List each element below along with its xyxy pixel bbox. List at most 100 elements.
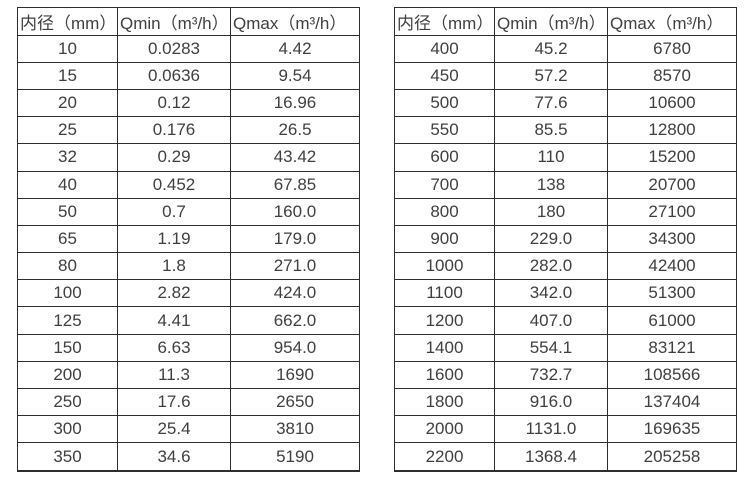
table-cell: 42400 — [607, 252, 737, 281]
table-row: 550 85.5 12800 — [394, 116, 737, 145]
table-row: 350 34.6 5190 — [17, 442, 360, 472]
table-row: 80 1.8 271.0 — [17, 252, 360, 281]
table-cell: 282.0 — [494, 252, 608, 281]
table-row: 400 45.2 6780 — [394, 34, 737, 63]
table-cell: 10600 — [607, 88, 737, 118]
table-cell: 125 — [17, 306, 118, 335]
table-cell: 0.29 — [117, 143, 231, 172]
table-row: 600 110 15200 — [394, 143, 737, 172]
table-cell: 1131.0 — [494, 415, 608, 444]
table-cell: 350 — [17, 442, 118, 472]
table-row: 450 57.2 8570 — [394, 61, 737, 90]
table-cell: 0.452 — [117, 170, 231, 199]
table-row: 25 0.176 26.5 — [17, 116, 360, 145]
table-cell: 50 — [17, 197, 118, 226]
table-cell: 169635 — [607, 415, 737, 444]
table-cell: 1400 — [394, 333, 495, 362]
table-cell: 100 — [17, 279, 118, 308]
table-cell: 600 — [394, 143, 495, 172]
table-cell: 500 — [394, 88, 495, 118]
table-cell: 179.0 — [230, 224, 360, 254]
table-cell: 9.54 — [230, 61, 360, 90]
table-row: 65 1.19 179.0 — [17, 224, 360, 254]
table-cell: 11.3 — [117, 360, 231, 390]
table-row: 32 0.29 43.42 — [17, 143, 360, 172]
table-cell: 34.6 — [117, 442, 231, 472]
table-cell: 80 — [17, 252, 118, 281]
flow-table-large-diameters: 内径（mm） Qmin（m³/h） Qmax（m³/h） 400 45.2 6780 450… — [394, 7, 737, 472]
column-header-diameter: 内径（mm） — [394, 7, 495, 36]
table-cell: 2000 — [394, 415, 495, 444]
flow-tables-container: 内径（mm） Qmin（m³/h） Qmax（m³/h） 10 0.0283 4.42 15… — [17, 7, 737, 472]
table-row: 20 0.12 16.96 — [17, 88, 360, 118]
table-cell: 51300 — [607, 279, 737, 308]
table-row: 1800 916.0 137404 — [394, 388, 737, 417]
table-cell: 108566 — [607, 360, 737, 390]
table-cell: 1600 — [394, 360, 495, 390]
table-cell: 15 — [17, 61, 118, 90]
table-cell: 2650 — [230, 388, 360, 417]
table-cell: 25 — [17, 116, 118, 145]
table-cell: 700 — [394, 170, 495, 199]
table-cell: 1.19 — [117, 224, 231, 254]
table-cell: 732.7 — [494, 360, 608, 390]
column-header-diameter: 内径（mm） — [17, 7, 118, 36]
table-cell: 0.0283 — [117, 34, 231, 63]
table-cell: 77.6 — [494, 88, 608, 118]
table-cell: 1000 — [394, 252, 495, 281]
table-cell: 5190 — [230, 442, 360, 472]
flow-table-small-diameters: 内径（mm） Qmin（m³/h） Qmax（m³/h） 10 0.0283 4.42 15… — [17, 7, 360, 472]
table-cell: 0.12 — [117, 88, 231, 118]
table-cell: 1690 — [230, 360, 360, 390]
table-cell: 32 — [17, 143, 118, 172]
table-cell: 6.63 — [117, 333, 231, 362]
table-cell: 200 — [17, 360, 118, 390]
table-cell: 407.0 — [494, 306, 608, 335]
table-cell: 8570 — [607, 61, 737, 90]
table-row: 2200 1368.4 205258 — [394, 442, 737, 472]
table-cell: 229.0 — [494, 224, 608, 254]
table-cell: 57.2 — [494, 61, 608, 90]
table-row: 2000 1131.0 169635 — [394, 415, 737, 444]
table-row: 100 2.82 424.0 — [17, 279, 360, 308]
table-row: 300 25.4 3810 — [17, 415, 360, 444]
table-cell: 45.2 — [494, 34, 608, 63]
table-cell: 4.41 — [117, 306, 231, 335]
table-cell: 43.42 — [230, 143, 360, 172]
table-cell: 27100 — [607, 197, 737, 226]
table-cell: 150 — [17, 333, 118, 362]
table-cell: 26.5 — [230, 116, 360, 145]
table-cell: 20 — [17, 88, 118, 118]
table-cell: 1800 — [394, 388, 495, 417]
column-header-qmax: Qmax（m³/h） — [607, 7, 737, 36]
table-cell: 954.0 — [230, 333, 360, 362]
table-cell: 250 — [17, 388, 118, 417]
table-cell: 138 — [494, 170, 608, 199]
table-row: 1000 282.0 42400 — [394, 252, 737, 281]
table-cell: 17.6 — [117, 388, 231, 417]
table-row: 1100 342.0 51300 — [394, 279, 737, 308]
table-cell: 15200 — [607, 143, 737, 172]
table-cell: 554.1 — [494, 333, 608, 362]
table-cell: 6780 — [607, 34, 737, 63]
table-cell: 0.176 — [117, 116, 231, 145]
table-cell: 16.96 — [230, 88, 360, 118]
table-cell: 137404 — [607, 388, 737, 417]
table-cell: 3810 — [230, 415, 360, 444]
table-cell: 20700 — [607, 170, 737, 199]
table-cell: 662.0 — [230, 306, 360, 335]
table-row: 900 229.0 34300 — [394, 224, 737, 254]
table-cell: 83121 — [607, 333, 737, 362]
table-cell: 12800 — [607, 116, 737, 145]
table-cell: 900 — [394, 224, 495, 254]
table-row: 700 138 20700 — [394, 170, 737, 199]
table-row: 800 180 27100 — [394, 197, 737, 226]
table-cell: 10 — [17, 34, 118, 63]
table-cell: 65 — [17, 224, 118, 254]
table-cell: 424.0 — [230, 279, 360, 308]
table-cell: 300 — [17, 415, 118, 444]
column-header-qmin: Qmin（m³/h） — [494, 7, 608, 36]
table-cell: 450 — [394, 61, 495, 90]
table-cell: 0.7 — [117, 197, 231, 226]
